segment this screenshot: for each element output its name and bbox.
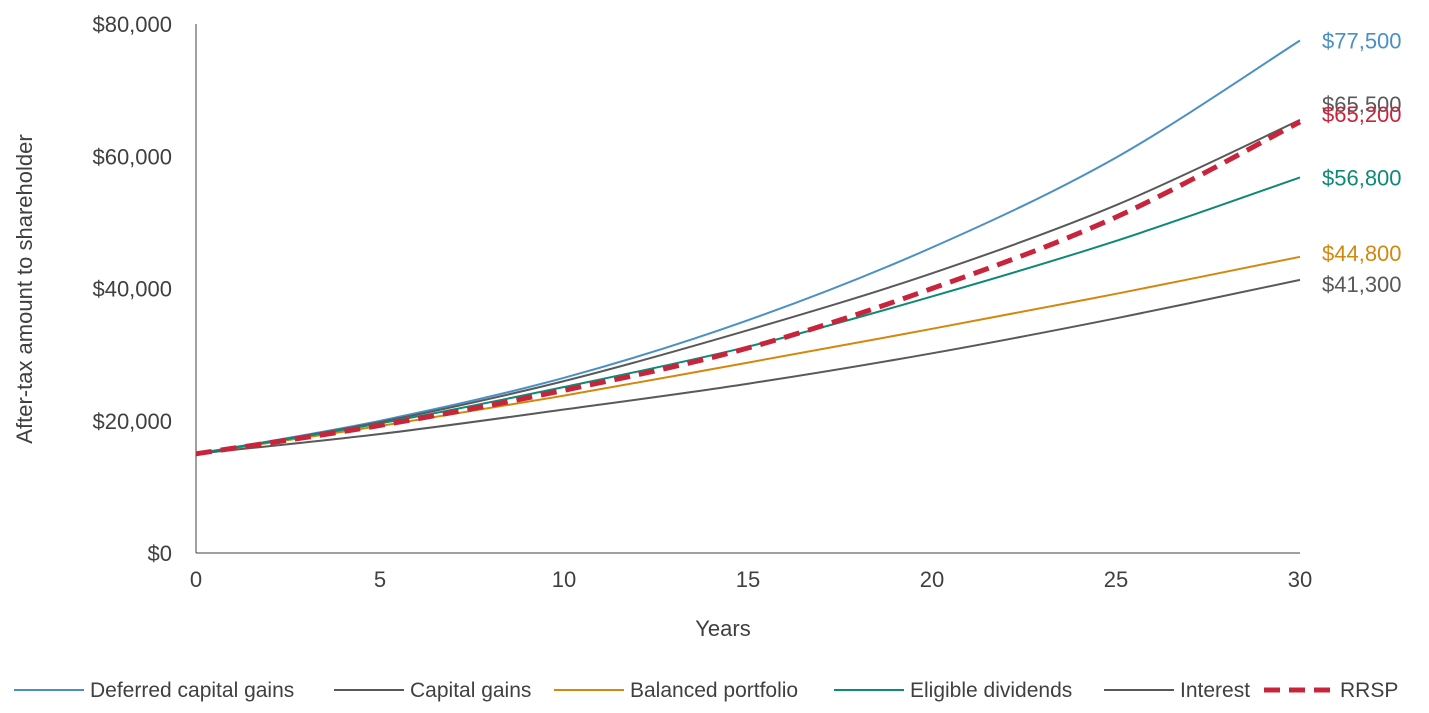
series-lines <box>195 39 1302 457</box>
series-line-interest <box>195 278 1301 455</box>
end-label-rrsp: $65,200 <box>1322 102 1402 127</box>
series-line-deferred-capital-gains <box>195 39 1301 455</box>
y-tick-label: $60,000 <box>92 144 172 169</box>
x-axis-ticks: 0 5 10 15 20 25 30 <box>190 567 1312 592</box>
series-line-eligible-dividends <box>195 176 1301 455</box>
y-tick-label: $80,000 <box>92 12 172 37</box>
x-tick-label: 30 <box>1288 567 1312 592</box>
legend-label-balanced-portfolio: Balanced portfolio <box>630 679 798 702</box>
y-tick-label: $0 <box>148 541 172 566</box>
y-axis-title: After-tax amount to shareholder <box>12 134 37 443</box>
legend: Deferred capital gains Capital gains Balan… <box>14 679 1398 702</box>
series-line-capital-gains <box>195 118 1301 455</box>
legend-label-eligible-dividends: Eligible dividends <box>910 679 1072 702</box>
x-tick-label: 5 <box>374 567 386 592</box>
x-tick-label: 10 <box>552 567 576 592</box>
series-line-rrsp <box>195 119 1302 457</box>
y-tick-label: $40,000 <box>92 277 172 302</box>
end-label-balanced-portfolio: $44,800 <box>1322 241 1402 266</box>
end-label-interest: $41,300 <box>1322 272 1402 297</box>
legend-label-rrsp: RRSP <box>1340 679 1398 702</box>
end-labels: $77,500 $65,500 $44,800 $56,800 $41,300 $65,2… <box>1322 29 1402 297</box>
y-axis-ticks: $0 $20,000 $40,000 $60,000 $80,000 <box>92 12 172 566</box>
end-label-deferred-capital-gains: $77,500 <box>1322 29 1402 54</box>
x-tick-label: 20 <box>920 567 944 592</box>
legend-label-capital-gains: Capital gains <box>410 679 531 702</box>
end-label-capital-gains: $65,500 <box>1322 92 1402 117</box>
legend-label-interest: Interest <box>1180 679 1250 702</box>
end-label-eligible-dividends: $56,800 <box>1322 165 1402 190</box>
x-tick-label: 25 <box>1104 567 1128 592</box>
y-tick-label: $20,000 <box>92 409 172 434</box>
x-axis-title: Years <box>695 616 750 641</box>
x-tick-label: 0 <box>190 567 202 592</box>
x-tick-label: 15 <box>736 567 760 592</box>
legend-label-deferred-capital-gains: Deferred capital gains <box>90 679 294 702</box>
